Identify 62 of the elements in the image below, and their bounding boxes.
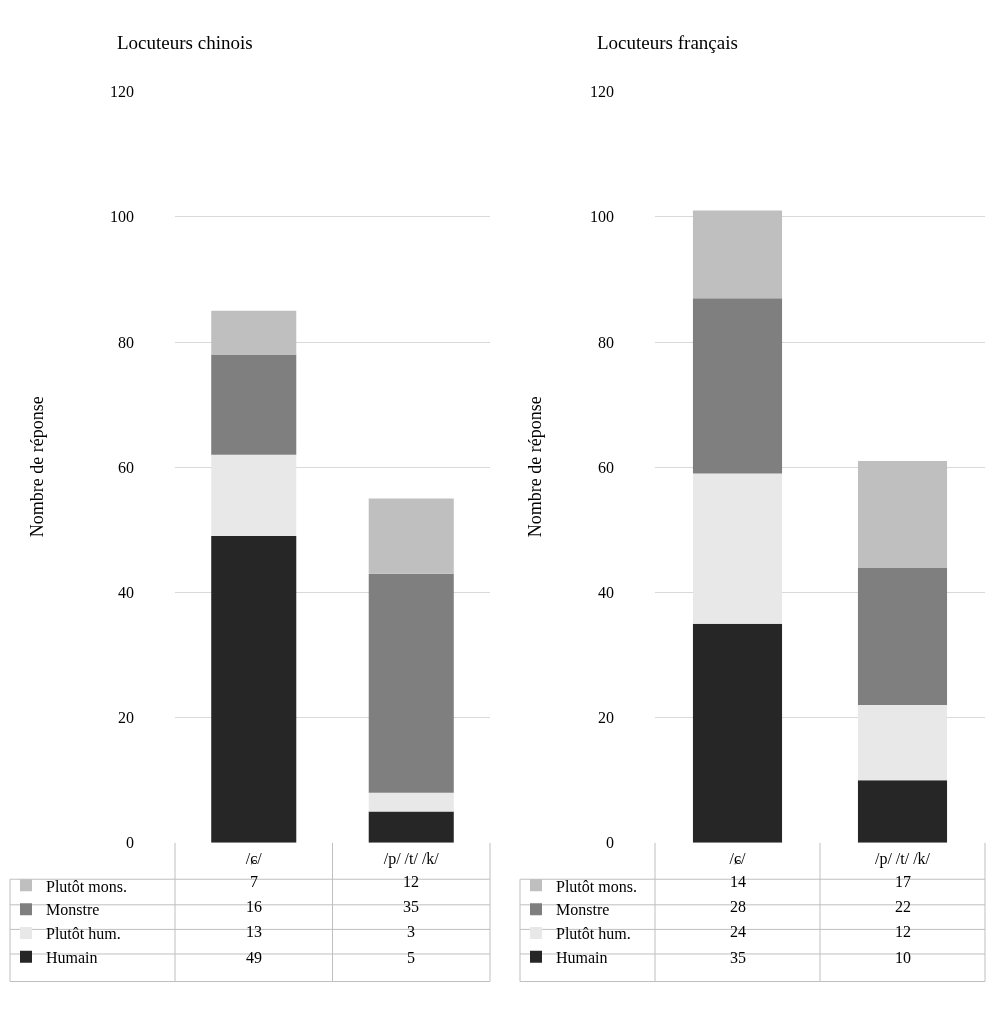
bar — [692, 623, 783, 843]
data-label: 13 — [246, 923, 262, 940]
y-tick-label: 40 — [118, 584, 134, 602]
bar — [692, 298, 783, 474]
data-label: 24 — [730, 923, 746, 940]
legend-label: Plutôt mons. — [556, 877, 637, 895]
data-label: 12 — [895, 923, 911, 940]
bar — [211, 454, 297, 537]
data-label: 28 — [730, 898, 746, 915]
y-tick-label: 120 — [110, 83, 134, 101]
legend-label: Plutôt hum. — [46, 925, 121, 943]
data-label: 14 — [730, 873, 746, 890]
y-tick-label: 100 — [590, 208, 614, 226]
chart-title: Locuteurs français — [597, 32, 738, 53]
y-tick-label: 100 — [110, 208, 134, 226]
bar — [368, 792, 454, 812]
data-label: 35 — [403, 898, 419, 915]
data-label: 22 — [895, 898, 911, 915]
y-tick-label: 0 — [126, 834, 134, 852]
y-tick-label: 120 — [590, 83, 614, 101]
data-label: 5 — [407, 949, 415, 966]
data-label: 49 — [246, 949, 262, 966]
data-label: 35 — [730, 949, 746, 966]
legend-label: Plutôt mons. — [46, 877, 127, 895]
x-tick-label: /ɕ/ — [729, 849, 747, 867]
y-tick-label: 40 — [598, 584, 614, 602]
x-tick-label: /p/ /t/ /k/ — [874, 849, 931, 868]
y-tick-label: 80 — [598, 333, 614, 351]
bar — [857, 705, 948, 781]
data-label: 16 — [246, 898, 262, 915]
y-tick-label: 20 — [598, 709, 614, 727]
y-tick-label: 20 — [118, 709, 134, 727]
legend-label: Monstre — [556, 901, 610, 919]
y-tick-label: 80 — [118, 333, 134, 351]
bar — [857, 567, 948, 706]
data-label: 12 — [403, 873, 419, 890]
x-tick-label: /ɕ/ — [245, 849, 263, 867]
bar — [211, 536, 297, 843]
bar — [857, 780, 948, 843]
y-axis-title: Nombre de réponse — [524, 396, 545, 538]
bar — [368, 573, 454, 793]
chart-title: Locuteurs chinois — [117, 32, 253, 53]
data-label: 3 — [407, 923, 415, 940]
y-axis-title: Nombre de réponse — [26, 396, 47, 538]
bar — [857, 460, 948, 568]
data-label: 7 — [250, 873, 258, 890]
bar — [368, 498, 454, 574]
legend-label: Monstre — [46, 901, 100, 919]
bar — [692, 210, 783, 299]
bar — [692, 473, 783, 624]
x-tick-label: /p/ /t/ /k/ — [383, 849, 440, 868]
bar — [368, 811, 454, 843]
data-label: 17 — [895, 873, 911, 890]
legend-label: Humain — [556, 948, 608, 966]
y-tick-label: 60 — [598, 458, 614, 476]
bar — [211, 354, 297, 455]
legend-label: Humain — [46, 948, 98, 966]
y-tick-label: 60 — [118, 458, 134, 476]
y-tick-label: 0 — [606, 834, 614, 852]
bar — [211, 310, 297, 355]
data-label: 10 — [895, 949, 911, 966]
legend-label: Plutôt hum. — [556, 925, 631, 943]
